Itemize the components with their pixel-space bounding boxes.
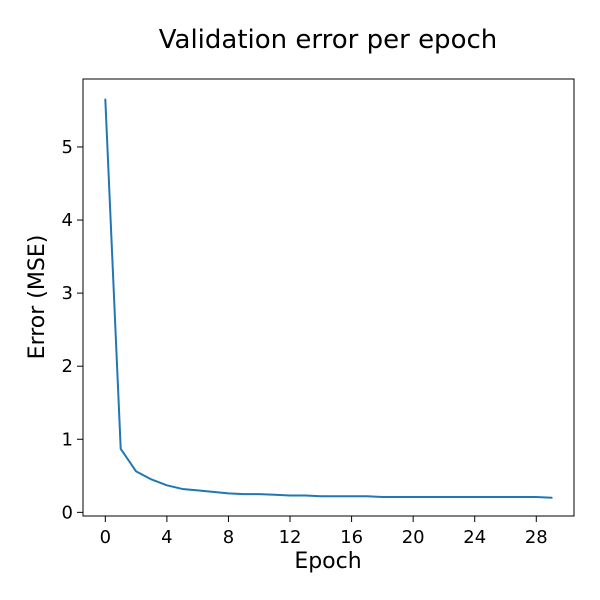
y-tick-label: 4 [62,210,73,231]
x-tick-label: 16 [340,527,363,548]
x-tick-label: 8 [223,527,234,548]
y-tick-label: 2 [62,356,73,377]
plot-frame [82,78,575,517]
x-tick-label: 20 [402,527,425,548]
chart-title: Validation error per epoch [159,25,498,55]
y-tick-label: 1 [62,429,73,450]
x-tick-label: 12 [279,527,302,548]
y-axis-label: Error (MSE) [25,235,50,360]
x-tick-label: 0 [100,527,111,548]
series-line [104,98,553,499]
y-tick-label: 3 [62,283,73,304]
y-tick-label: 5 [62,137,73,158]
y-tick-label: 0 [62,502,73,523]
x-tick-label: 28 [525,527,548,548]
x-axis-label: Epoch [294,549,361,574]
x-tick-label: 4 [161,527,172,548]
x-tick-label: 24 [463,527,486,548]
